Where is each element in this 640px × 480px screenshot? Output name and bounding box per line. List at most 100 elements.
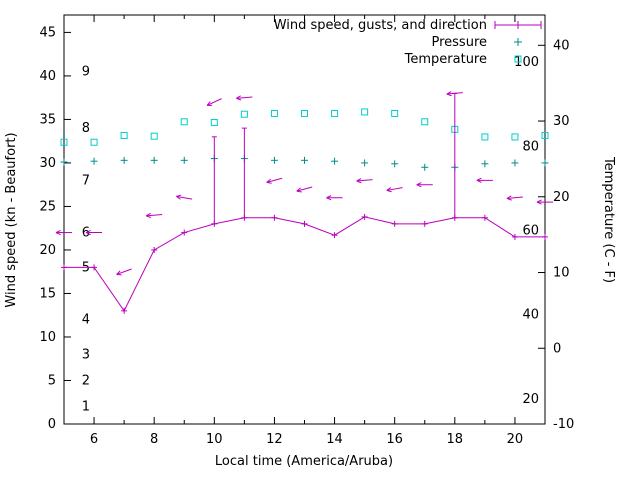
- wind-direction-arrowhead: [386, 189, 392, 193]
- wind-direction-arrowhead: [55, 229, 61, 234]
- y-right-tick-label: -10: [553, 417, 574, 432]
- wind-direction-arrowhead: [116, 270, 121, 275]
- temperature-point: [541, 131, 549, 139]
- wind-direction-arrowhead: [416, 184, 422, 188]
- x-tick-label: 10: [206, 432, 223, 447]
- x-tick-label: 20: [507, 432, 524, 447]
- y-axis-left-label: Wind speed (kn - Beaufort): [4, 132, 19, 307]
- wind-direction-arrowhead: [296, 190, 302, 193]
- temperature-point: [60, 138, 68, 146]
- temperature-point: [481, 133, 489, 141]
- wind-direction-arrowhead: [85, 229, 91, 234]
- temperature-point: [120, 131, 128, 139]
- legend-label-temperature: Temperature: [404, 52, 487, 67]
- temperature-point: [240, 110, 248, 118]
- wind-direction-arrow: [266, 177, 283, 183]
- wind-direction-arrowhead: [326, 197, 332, 201]
- wind-direction-arrowhead: [356, 178, 362, 182]
- wind-direction-arrowhead: [236, 97, 242, 101]
- wind-direction-arrow: [236, 96, 253, 99]
- y-left-tick-label: 20: [39, 243, 56, 258]
- y-left-tick-label: 45: [39, 25, 56, 40]
- fahrenheit-label: 100: [514, 55, 539, 70]
- wind-direction-arrowhead: [476, 179, 482, 183]
- fahrenheit-label: 80: [522, 139, 539, 154]
- wind-direction-arrow: [206, 98, 222, 106]
- y-left-tick-label: 15: [39, 286, 56, 301]
- x-tick-label: 18: [447, 432, 464, 447]
- y-right-tick-label: 30: [553, 114, 570, 129]
- wind-direction-arrow: [386, 187, 403, 191]
- wind-direction-arrow: [176, 195, 193, 200]
- beaufort-label: 6: [82, 226, 90, 241]
- temperature-point: [511, 133, 519, 141]
- x-tick-label: 16: [386, 432, 403, 447]
- wind-speed-line: [64, 216, 545, 312]
- beaufort-label: 7: [82, 173, 90, 188]
- y-right-tick-label: 20: [553, 190, 570, 205]
- x-axis-label: Local time (America/Aruba): [215, 454, 393, 469]
- temperature-point: [90, 138, 98, 146]
- wind-direction-arrowhead: [145, 212, 151, 217]
- y-right-tick-label: 0: [553, 341, 561, 356]
- wind-direction-arrowhead: [506, 197, 512, 201]
- fahrenheit-label: 20: [522, 392, 539, 407]
- temperature-point: [391, 109, 399, 117]
- wind-direction-arrow: [296, 186, 313, 192]
- temperature-point: [421, 118, 429, 126]
- temperature-point: [331, 109, 339, 117]
- wind-direction-arrowhead: [55, 232, 61, 236]
- legend-label-wind: Wind speed, gusts, and direction: [274, 18, 487, 33]
- wind-direction-arrowhead: [476, 177, 482, 181]
- legend-temperature-sample: [514, 55, 522, 63]
- wind-direction-arrowhead: [416, 182, 422, 186]
- y-left-tick-label: 35: [39, 112, 56, 127]
- wind-direction-arrowhead: [446, 91, 452, 95]
- temperature-point: [301, 109, 308, 117]
- y-axis-right-label: Temperature (C - F): [601, 156, 616, 283]
- temperature-point: [361, 108, 369, 116]
- beaufort-label: 9: [82, 65, 90, 80]
- series: [55, 91, 553, 314]
- y-left-tick-label: 5: [48, 373, 56, 388]
- wind-direction-arrowhead: [386, 187, 392, 191]
- fahrenheit-label: 60: [522, 223, 539, 238]
- wind-direction-arrow: [506, 196, 523, 199]
- wind-direction-arrowhead: [266, 181, 272, 184]
- wind-direction-arrowhead: [536, 201, 542, 205]
- plot-border: [63, 14, 546, 425]
- wind-direction-arrowhead: [236, 95, 241, 99]
- beaufort-label: 8: [82, 121, 90, 136]
- y-left-tick-label: 25: [39, 199, 56, 214]
- x-tick-label: 6: [90, 432, 98, 447]
- beaufort-label: 1: [82, 400, 90, 415]
- beaufort-label: 4: [82, 313, 90, 328]
- wind-direction-arrow: [356, 179, 373, 182]
- wind-direction-arrowhead: [536, 199, 542, 203]
- y-left-tick-label: 10: [39, 330, 56, 345]
- wind-direction-arrowhead: [146, 215, 152, 219]
- temperature-point: [180, 118, 188, 126]
- y-left-tick-label: 40: [39, 69, 56, 84]
- y-right-tick-label: 10: [553, 266, 570, 281]
- temperature-point: [270, 109, 278, 117]
- wind-direction-arrowhead: [206, 101, 211, 106]
- beaufort-label: 3: [82, 347, 90, 362]
- wind-direction-arrowhead: [176, 195, 181, 200]
- wind-direction-arrowhead: [176, 194, 182, 197]
- axes: 6 8 10 12 14 16 18 20051015202530354045-1001020…: [39, 14, 574, 447]
- wind-direction-arrow: [446, 92, 463, 95]
- wind-direction-arrowhead: [506, 195, 512, 199]
- x-tick-label: 8: [150, 432, 158, 447]
- y-right-tick-label: 40: [553, 38, 570, 53]
- x-tick-label: 14: [326, 432, 343, 447]
- temperature-point: [150, 132, 158, 140]
- wind-direction-arrowhead: [326, 195, 332, 199]
- y-left-tick-label: 0: [48, 417, 56, 432]
- fahrenheit-label: 40: [522, 308, 539, 323]
- legend-markers: [494, 21, 542, 63]
- wind-direction-arrow: [146, 213, 163, 217]
- temperature-point: [210, 119, 218, 127]
- y-left-tick-label: 30: [39, 156, 56, 171]
